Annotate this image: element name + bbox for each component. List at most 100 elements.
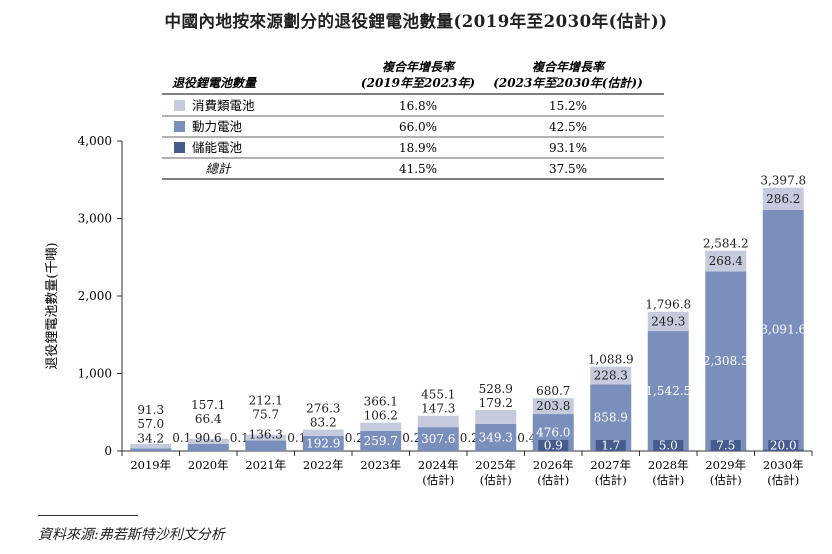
y-tick-label: 1,000: [78, 367, 112, 381]
bar-power: [245, 440, 287, 451]
data-label-storage: 0.1: [287, 431, 306, 445]
storage-label-bg: [768, 440, 799, 451]
cagr-2019-2023: 18.9%: [399, 141, 437, 155]
x-tick-label: 2030年: [763, 458, 804, 472]
bar-consumer: [590, 366, 632, 385]
source-divider: [38, 515, 138, 516]
legend-label: 儲能電池: [192, 140, 243, 155]
x-tick-label: (估計): [710, 473, 742, 487]
data-label-total: 2,584.2: [703, 237, 749, 251]
cagr-2019-2023: 66.0%: [399, 120, 437, 134]
data-label-storage: 1.7: [601, 439, 620, 453]
data-label-storage: 5.0: [659, 439, 678, 453]
cagr-2023-2030: 42.5%: [549, 120, 587, 134]
bar-consumer: [475, 410, 517, 424]
data-label-total: 91.3: [137, 403, 164, 417]
legend-label: 動力電池: [192, 119, 243, 134]
data-label-power: 90.6: [195, 431, 222, 445]
data-label-power: 307.6: [421, 432, 455, 446]
x-tick-label: 2021年: [245, 458, 286, 472]
data-label-total: 528.9: [479, 382, 513, 396]
storage-label-bg: [710, 440, 741, 451]
data-label-power: 349.3: [479, 430, 513, 444]
x-tick-label: (估計): [480, 473, 512, 487]
cagr-2023-2030: 93.1%: [549, 141, 587, 155]
bar-consumer: [762, 187, 804, 210]
data-label-total: 1,088.9: [588, 353, 634, 367]
bar-consumer: [647, 311, 689, 332]
x-tick-label: (估計): [537, 473, 569, 487]
data-label-power: 192.9: [306, 437, 340, 451]
legend-swatch-storage: [174, 142, 185, 153]
y-tick-label: 4,000: [78, 134, 112, 148]
x-tick-label: 2019年: [130, 458, 171, 472]
data-label-consumer: 66.4: [195, 412, 222, 426]
legend-total-label: 總計: [205, 161, 232, 176]
x-tick-label: (估計): [595, 473, 627, 487]
data-label-storage: 20.0: [770, 439, 797, 453]
legend-swatch-consumer: [174, 100, 185, 111]
bar-consumer: [417, 415, 459, 428]
cagr-2019-2023: 16.8%: [399, 99, 437, 113]
legend-label: 消費類電池: [192, 98, 255, 113]
bar-power: [762, 209, 804, 450]
bar-consumer: [130, 443, 172, 449]
data-label-power: 2,308.3: [703, 354, 749, 368]
data-label-power: 259.7: [364, 434, 398, 448]
data-label-storage: 0.9: [544, 439, 563, 453]
data-label-storage: 0.1: [230, 431, 249, 445]
storage-label-bg: [653, 440, 684, 451]
axes: 0 1,000 2,000 3,000 4,000 退役鋰電池數量(千噸) 2019年 202…: [45, 134, 813, 487]
bar-consumer: [302, 429, 344, 437]
cagr-2019-2023: 41.5%: [399, 162, 437, 176]
data-label-total: 366.1: [364, 395, 398, 409]
data-label-consumer: 83.2: [310, 416, 337, 430]
data-label-consumer: 147.3: [421, 402, 455, 416]
data-label-total: 212.1: [249, 394, 283, 408]
source-note: 資料來源:弗若斯特沙利文分析: [38, 527, 225, 543]
x-tick-label: 2023年: [360, 458, 401, 472]
table-col1-header: 複合年增長率: [382, 60, 456, 74]
bar-power: [130, 448, 172, 451]
storage-label-bg: [538, 440, 569, 451]
data-label-storage: 0.2: [345, 431, 364, 445]
x-tick-label: (估計): [422, 473, 454, 487]
table-col2-subheader: (2023年至2030年(估計)): [493, 76, 643, 90]
bars: 0.134.257.091.30.190.666.4157.10.1136.37…: [130, 174, 806, 453]
x-tick-label: 2020年: [188, 458, 229, 472]
bar-power: [475, 423, 517, 451]
data-label-power: 858.9: [594, 411, 628, 425]
legend-swatch-power: [174, 121, 185, 132]
table-col2-header: 複合年增長率: [532, 60, 606, 74]
data-label-storage: 0.1: [172, 431, 191, 445]
data-label-consumer: 57.0: [137, 417, 164, 431]
data-label-storage: 0.2: [460, 431, 479, 445]
bar-power: [590, 384, 632, 451]
bar-power: [187, 443, 229, 451]
bar-consumer: [532, 398, 574, 415]
bar-power: [417, 427, 459, 451]
data-label-consumer: 75.7: [252, 408, 279, 422]
data-label-total: 680.7: [536, 384, 570, 398]
data-label-consumer: 179.2: [479, 396, 513, 410]
bar-consumer: [705, 250, 747, 272]
bar-consumer: [245, 434, 287, 441]
y-tick-label: 2,000: [78, 289, 112, 303]
data-label-total: 276.3: [306, 402, 340, 416]
x-tick-label: 2022年: [303, 458, 344, 472]
cagr-2023-2030: 15.2%: [549, 99, 587, 113]
y-tick-label: 0: [104, 444, 112, 458]
data-label-power: 136.3: [249, 427, 283, 441]
data-label-consumer: 286.2: [766, 192, 800, 206]
data-label-power: 1,542.5: [645, 384, 691, 398]
x-tick-label: 2025年: [475, 458, 516, 472]
data-label-total: 157.1: [191, 398, 225, 412]
x-tick-label: 2029年: [705, 458, 746, 472]
bar-consumer: [187, 438, 229, 444]
cagr-2023-2030: 37.5%: [549, 162, 587, 176]
legend-table: 複合年增長率 (2019年至2023年) 複合年增長率 (2023年至2030年(估計…: [162, 60, 664, 180]
x-tick-label: 2028年: [648, 458, 689, 472]
bar-consumer: [360, 422, 402, 431]
data-label-consumer: 249.3: [651, 314, 685, 328]
